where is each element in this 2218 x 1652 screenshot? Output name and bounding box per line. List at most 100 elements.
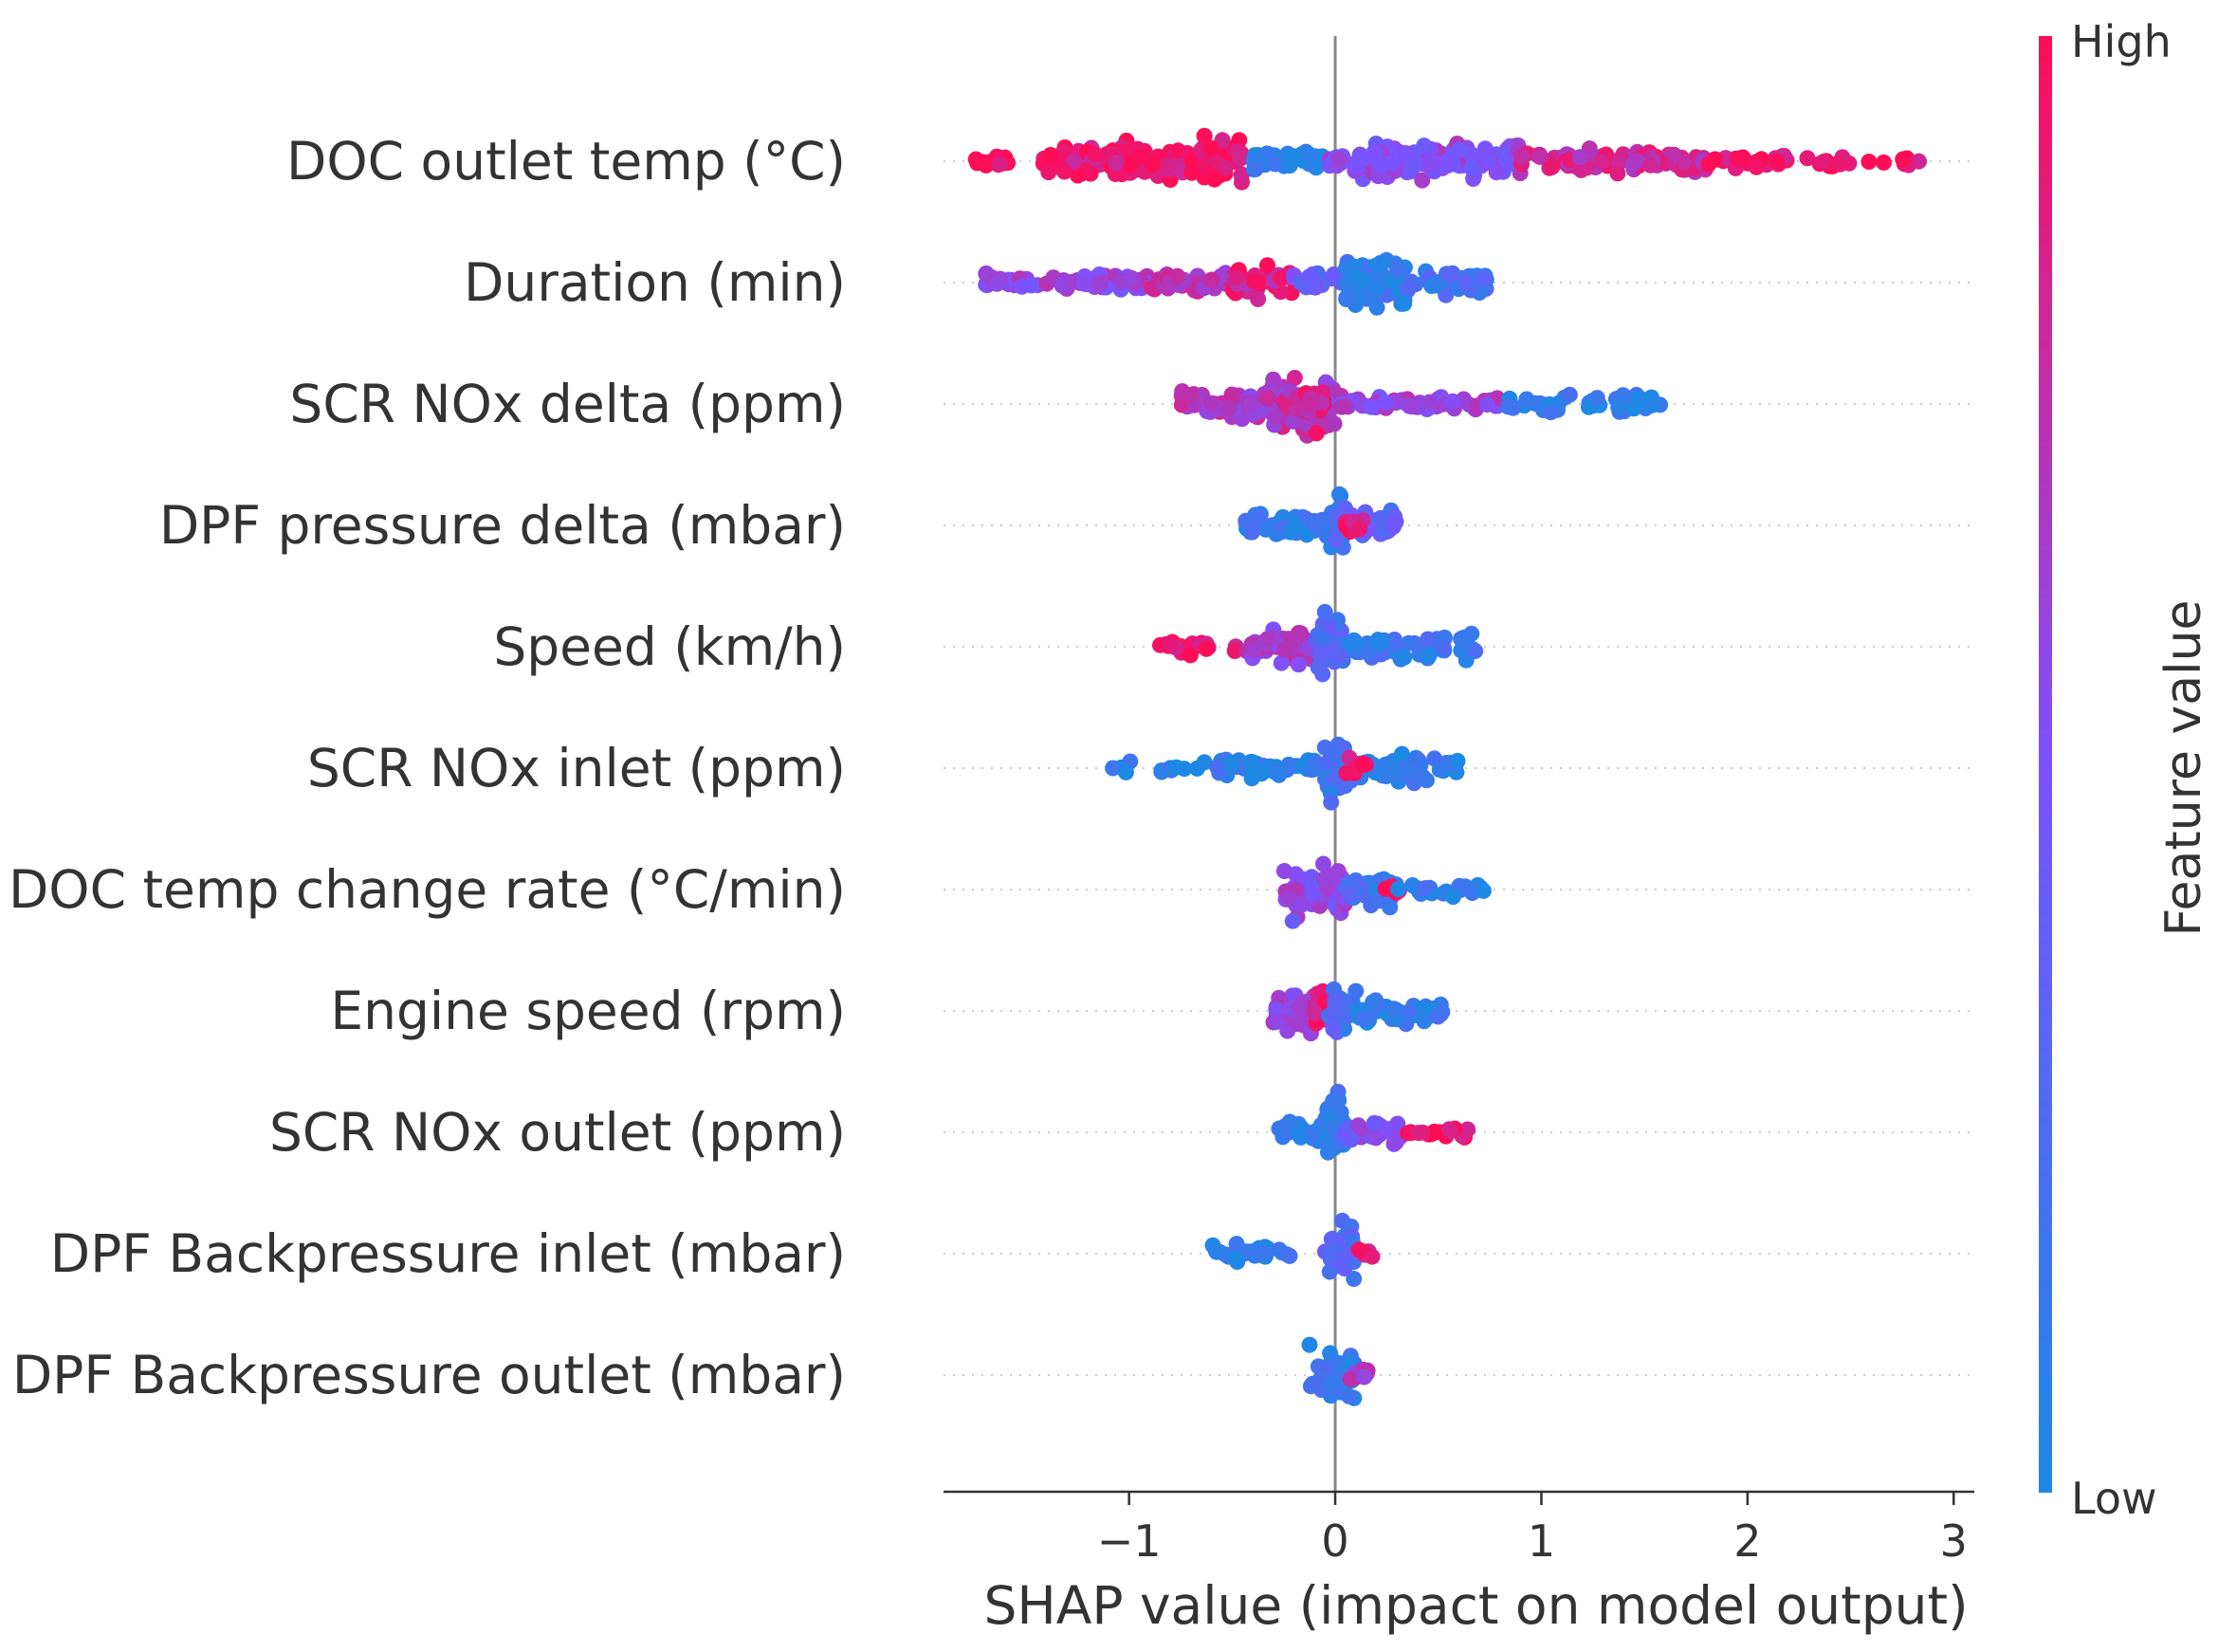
shap-point [1410, 1125, 1427, 1142]
shap-point [1440, 1121, 1457, 1138]
shap-point [1322, 1245, 1339, 1262]
feature-label: DPF Backpressure outlet (mbar) [12, 1345, 846, 1405]
shap-point [1206, 171, 1223, 188]
shap-point [1308, 425, 1325, 442]
shap-point [1641, 156, 1659, 174]
shap-point [1253, 1246, 1270, 1263]
shap-point [1330, 151, 1347, 168]
shap-point [1399, 763, 1416, 780]
shap-point [1518, 391, 1535, 408]
shap-point [1357, 149, 1374, 166]
shap-point [1117, 763, 1134, 780]
shap-point [1269, 1013, 1285, 1030]
shap-point [1338, 764, 1355, 781]
x-tick-label: 3 [1940, 1515, 1968, 1567]
shap-point [1202, 139, 1219, 156]
shap-point [1247, 160, 1264, 177]
shap-point [1275, 863, 1292, 879]
shap-point [1416, 138, 1433, 155]
shap-point [1105, 760, 1122, 777]
shap-point [1363, 398, 1380, 415]
shap-point [1292, 999, 1309, 1016]
shap-point [1454, 630, 1471, 647]
shap-point [1163, 636, 1179, 653]
shap-point [1416, 1013, 1433, 1030]
colorbar-high-label: High [2071, 16, 2172, 67]
shap-point [1209, 759, 1225, 776]
shap-point [1121, 157, 1138, 174]
shap-point [1610, 399, 1627, 416]
shap-point [1831, 156, 1848, 173]
feature-label: Duration (min) [464, 252, 846, 313]
shap-point [1228, 269, 1245, 286]
shap-point [1291, 656, 1307, 673]
shap-point [1351, 521, 1367, 538]
shap-point [1326, 415, 1343, 432]
shap-point [1364, 1248, 1381, 1265]
shap-point [1315, 871, 1332, 888]
feature-label: Speed (km/h) [493, 616, 846, 677]
shap-point [1488, 164, 1505, 181]
shap-point [1323, 794, 1340, 811]
shap-point [1444, 393, 1461, 410]
feature-label: DPF pressure delta (mbar) [159, 495, 846, 556]
shap-point [1292, 625, 1310, 642]
shap-point [1087, 146, 1104, 163]
shap-point [1173, 396, 1190, 413]
shap-point [1356, 1368, 1373, 1386]
shap-point [1304, 279, 1321, 295]
shap-point [1245, 272, 1262, 289]
shap-point [1815, 154, 1832, 171]
shap-point [1368, 299, 1385, 316]
feature-label: Engine speed (rpm) [330, 981, 846, 1041]
shap-point [1054, 277, 1071, 294]
shap-point [1412, 769, 1428, 786]
shap-point [1307, 1004, 1324, 1021]
shap-point [1300, 395, 1317, 413]
x-axis-title: SHAP value (impact on model output) [983, 1575, 1968, 1636]
shap-point [1276, 1118, 1292, 1135]
shap-point [1343, 635, 1359, 652]
shap-point [1226, 643, 1243, 659]
shap-point [1259, 390, 1276, 407]
shap-point [1350, 1117, 1367, 1134]
shap-point [1196, 127, 1213, 144]
x-tick-label: −1 [1097, 1515, 1162, 1567]
shap-point [1232, 151, 1249, 167]
shap-point [1267, 762, 1284, 780]
x-tick-label: 1 [1528, 1515, 1555, 1567]
shap-point [1202, 395, 1219, 412]
shap-point [1310, 659, 1327, 676]
shap-point [1075, 275, 1092, 292]
feature-label: DOC outlet temp (°C) [286, 131, 846, 192]
shap-point [1366, 1114, 1383, 1131]
shap-point [1457, 274, 1474, 291]
shap-point [1371, 634, 1387, 652]
shap-point [988, 275, 1005, 292]
shap-point [1440, 266, 1457, 283]
shap-point [1346, 1271, 1363, 1287]
shap-point [1281, 758, 1298, 775]
shap-point [1304, 762, 1320, 779]
shap-point [1861, 154, 1878, 170]
shap-point [1292, 896, 1310, 913]
shap-point [1168, 759, 1185, 776]
shap-point [1421, 647, 1438, 664]
shap-point [1643, 396, 1660, 413]
shap-point [1321, 1263, 1338, 1280]
shap-point [1174, 383, 1191, 400]
shap-point [1342, 1370, 1359, 1387]
shap-point [1123, 269, 1140, 286]
feature-label: DOC temp change rate (°C/min) [9, 859, 846, 920]
shap-point [1315, 855, 1331, 872]
shap-point [1384, 155, 1401, 172]
shap-point [1593, 154, 1609, 171]
shap-point [991, 156, 1008, 173]
shap-point [1449, 752, 1466, 769]
shap-point [1414, 172, 1431, 189]
shap-point [1609, 165, 1626, 182]
shap-point [1337, 260, 1354, 277]
shap-point [1309, 1375, 1326, 1392]
feature-label: SCR NOx outlet (ppm) [269, 1102, 846, 1163]
shap-point [1207, 1242, 1224, 1259]
